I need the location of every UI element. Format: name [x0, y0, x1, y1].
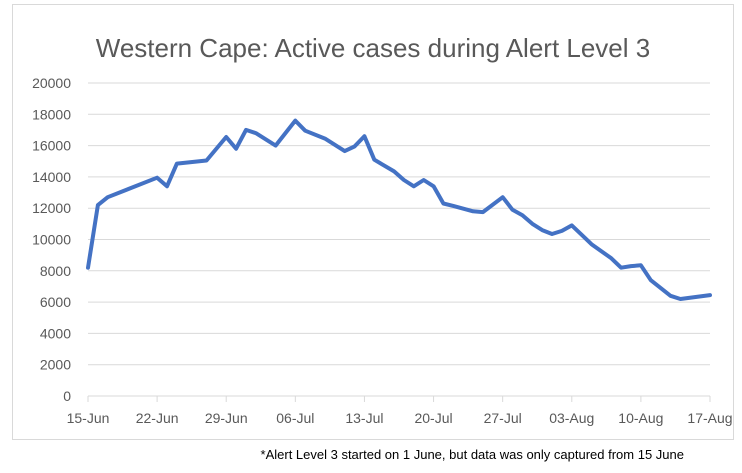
- y-tick-label: 20000: [32, 75, 71, 91]
- x-tick-label: 13-Jul: [345, 410, 383, 426]
- series-layer: [86, 118, 712, 301]
- x-tick-label: 15-Jun: [67, 410, 110, 426]
- y-tick-label: 18000: [32, 106, 71, 122]
- y-tick-label: 6000: [40, 294, 71, 310]
- x-tick-label: 20-Jul: [414, 410, 452, 426]
- y-tick-label: 16000: [32, 138, 71, 154]
- x-tick-label: 22-Jun: [136, 410, 179, 426]
- x-axis-ticks: 15-Jun 22-Jun 29-Jun 06-Jul 13-Jul 20-Jul 27-J…: [67, 396, 733, 426]
- y-tick-label: 8000: [40, 263, 71, 279]
- y-axis-ticks: 0 2000 4000 6000 8000 10000 12000 14000 16000 180…: [32, 75, 71, 404]
- gridlines: [88, 82, 710, 397]
- x-tick-label: 06-Jul: [276, 410, 314, 426]
- x-tick-label: 29-Jun: [205, 410, 248, 426]
- y-tick-label: 12000: [32, 200, 71, 216]
- y-tick-label: 0: [63, 388, 71, 404]
- chart-title: Western Cape: Active cases during Alert …: [96, 33, 650, 63]
- series-line-active-cases: [86, 118, 712, 301]
- x-tick-label: 27-Jul: [484, 410, 522, 426]
- y-tick-label: 4000: [40, 325, 71, 341]
- chart-frame: Western Cape: Active cases during Alert …: [12, 4, 734, 440]
- x-tick-label: 10-Aug: [618, 410, 663, 426]
- y-tick-label: 2000: [40, 357, 71, 373]
- chart-footnote: *Alert Level 3 started on 1 June, but da…: [260, 447, 684, 462]
- line-chart: Western Cape: Active cases during Alert …: [32, 33, 733, 426]
- x-tick-label: 17-Aug: [687, 410, 732, 426]
- y-tick-label: 14000: [32, 169, 71, 185]
- y-tick-label: 10000: [32, 232, 71, 248]
- x-tick-label: 03-Aug: [549, 410, 594, 426]
